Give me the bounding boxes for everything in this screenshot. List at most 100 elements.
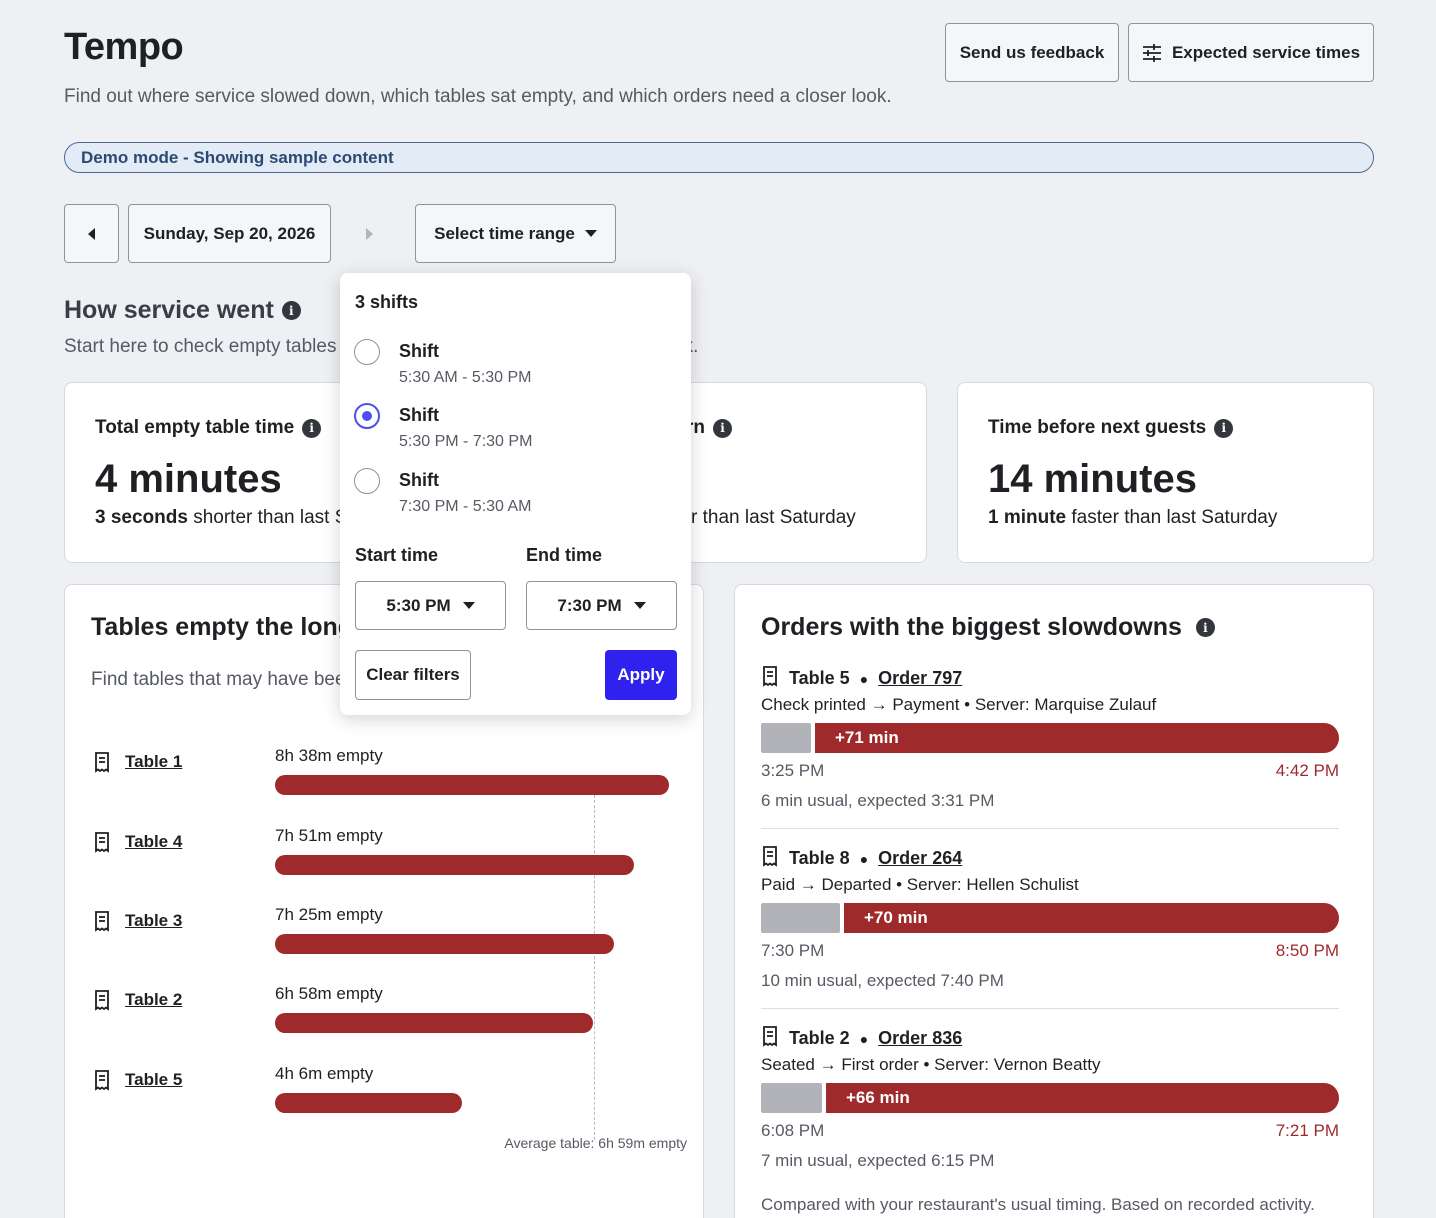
date-picker-button[interactable]: Sunday, Sep 20, 2026 [128, 204, 331, 263]
order-item: Table 5 ● Order 797 Check printed → Payment… [761, 665, 1339, 835]
empty-duration-bar [275, 1093, 462, 1113]
average-line [594, 790, 595, 1140]
stat-label: Total empty table time i [95, 417, 322, 439]
stat-value: 4 minutes [95, 457, 282, 501]
end-time: 8:50 PM [1275, 941, 1339, 960]
table-row: Table 5 4h 6m empty [65, 1063, 705, 1123]
end-time: 7:21 PM [1275, 1121, 1339, 1140]
shift-option[interactable]: Shift 7:30 PM - 5:30 AM [354, 468, 674, 524]
table-link[interactable]: Table 3 [125, 911, 183, 930]
dropdown-heading: 3 shifts [355, 292, 419, 312]
start-time-select[interactable]: 5:30 PM [355, 581, 506, 630]
average-label: Average table: 6h 59m empty [504, 1135, 687, 1151]
table-link[interactable]: Table 1 [125, 752, 183, 771]
page-title: Tempo [64, 26, 184, 68]
receipt-icon [93, 751, 111, 773]
table-link[interactable]: Table 2 [125, 990, 183, 1009]
table-row: Table 2 6h 58m empty [65, 983, 705, 1043]
chevron-left-icon [88, 227, 95, 240]
bullet: ● [859, 670, 869, 687]
info-icon[interactable]: i [713, 418, 732, 438]
expected-service-times-button[interactable]: Expected service times [1128, 23, 1374, 82]
end-time-select[interactable]: 7:30 PM [526, 581, 677, 630]
empty-duration-bar [275, 1013, 593, 1033]
send-feedback-label: Send us feedback [959, 42, 1105, 62]
order-link[interactable]: Order 264 [878, 848, 963, 868]
date-label: Sunday, Sep 20, 2026 [143, 223, 316, 243]
expected-service-times-label: Expected service times [1171, 42, 1361, 62]
end-time: 4:42 PM [1275, 761, 1339, 780]
order-path: Paid → Departed • Server: Hellen Schulis… [761, 875, 1079, 894]
expected-time: 6 min usual, expected 3:31 PM [761, 791, 995, 810]
receipt-icon [93, 910, 111, 932]
stat-card-next-guests: Time before next guests i 14 minutes 1 m… [957, 382, 1374, 563]
shift-time: 5:30 AM - 5:30 PM [399, 369, 532, 386]
info-icon[interactable]: i [302, 418, 322, 438]
shift-name: Shift [399, 341, 439, 361]
apply-button[interactable]: Apply [605, 650, 677, 700]
order-link[interactable]: Order 797 [878, 668, 963, 688]
send-feedback-button[interactable]: Send us feedback [945, 23, 1119, 82]
order-table: Table 2 [789, 1028, 850, 1048]
delay-segment: +66 min [826, 1083, 1339, 1113]
shift-option[interactable]: Shift 5:30 PM - 7:30 PM [354, 403, 674, 459]
shift-time: 5:30 PM - 7:30 PM [399, 433, 533, 450]
order-header: Table 8 ● Order 264 [761, 845, 962, 872]
order-table: Table 5 [789, 668, 850, 688]
expected-time: 10 min usual, expected 7:40 PM [761, 971, 1004, 990]
stat-comparison: 1 minute faster than last Saturday [988, 507, 1278, 528]
receipt-icon [93, 831, 111, 853]
radio-button[interactable] [354, 403, 380, 429]
start-time: 6:08 PM [761, 1121, 825, 1140]
divider [761, 828, 1339, 829]
time-range-label: Select time range [434, 223, 575, 243]
divider [761, 1008, 1339, 1009]
page-subtitle: Find out where service slowed down, whic… [64, 86, 892, 107]
order-table: Table 8 [789, 848, 850, 868]
time-range-select[interactable]: Select time range [415, 204, 616, 263]
orders-slowdown-card: Orders with the biggest slowdowns i Comp… [734, 584, 1374, 1218]
table-row: Table 1 8h 38m empty [65, 745, 705, 805]
info-icon[interactable]: i [281, 301, 301, 320]
receipt-icon [761, 665, 779, 692]
table-link[interactable]: Table 4 [125, 832, 183, 851]
next-day-button[interactable] [360, 224, 378, 244]
end-time-label: End time [526, 545, 603, 565]
empty-duration-bar [275, 934, 614, 954]
card-description: Find tables that may have bee reset. [91, 669, 399, 690]
shift-time: 7:30 PM - 5:30 AM [399, 498, 532, 515]
table-row: Table 3 7h 25m empty [65, 904, 705, 964]
stat-label: rn i [686, 417, 732, 439]
order-header: Table 5 ● Order 797 [761, 665, 962, 692]
usual-time-segment [761, 1083, 822, 1113]
radio-button[interactable] [354, 468, 380, 494]
stat-comparison: r than last Saturday [691, 507, 856, 528]
radio-button[interactable] [354, 339, 380, 365]
empty-duration-label: 8h 38m empty [275, 746, 383, 765]
empty-duration-label: 4h 6m empty [275, 1064, 374, 1083]
table-link[interactable]: Table 5 [125, 1070, 183, 1089]
bullet: ● [859, 1030, 869, 1047]
card-title: Tables empty the longe [91, 613, 367, 641]
order-link[interactable]: Order 836 [878, 1028, 963, 1048]
order-path: Seated → First order • Server: Vernon Be… [761, 1055, 1101, 1074]
empty-duration-bar [275, 855, 634, 875]
section-subtitle: Start here to check empty tables ok. [64, 336, 698, 357]
stat-value: 14 minutes [988, 457, 1197, 501]
chevron-down-icon [584, 230, 597, 237]
stat-comparison: 3 seconds shorter than last S [95, 507, 348, 528]
stat-label: Time before next guests i [988, 417, 1234, 439]
receipt-icon [761, 1025, 779, 1052]
previous-day-button[interactable] [64, 204, 119, 263]
empty-duration-bar [275, 775, 669, 795]
delay-segment: +71 min [815, 723, 1339, 753]
info-icon[interactable]: i [1214, 418, 1234, 438]
info-icon[interactable]: i [1195, 618, 1215, 637]
shift-name: Shift [399, 470, 439, 490]
clear-filters-button[interactable]: Clear filters [355, 650, 471, 700]
delay-segment: +70 min [844, 903, 1339, 933]
shift-option[interactable]: Shift 5:30 AM - 5:30 PM [354, 339, 674, 395]
shift-name: Shift [399, 405, 439, 425]
receipt-icon [93, 1069, 111, 1091]
expected-time: 7 min usual, expected 6:15 PM [761, 1151, 995, 1170]
